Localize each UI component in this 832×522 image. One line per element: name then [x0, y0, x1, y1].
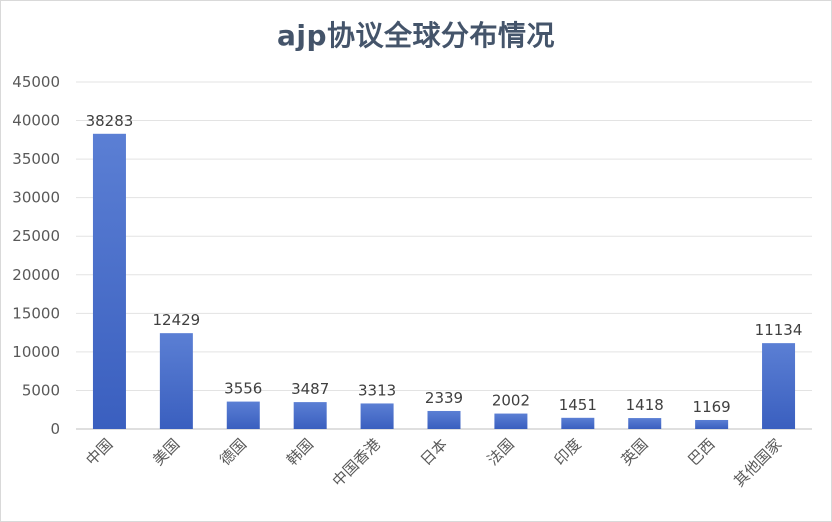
gridlines	[76, 81, 812, 430]
bar	[561, 417, 595, 429]
y-axis-ticks: 0 5000 10000 15000 20000 25000 30000 35000 40000…	[12, 73, 60, 438]
y-tick-label: 0	[50, 420, 60, 438]
x-category-label: 法国	[484, 435, 518, 469]
data-label: 38283	[86, 112, 134, 130]
data-label: 3313	[358, 381, 396, 399]
data-label: 3487	[291, 380, 329, 398]
y-tick-label: 15000	[12, 304, 60, 322]
data-label: 3556	[224, 380, 262, 398]
y-tick-label: 45000	[12, 73, 60, 91]
data-label: 1451	[559, 396, 597, 414]
data-label: 11134	[755, 321, 803, 339]
x-category-label: 巴西	[685, 435, 719, 469]
data-label: 1169	[693, 398, 731, 416]
x-category-label: 韩国	[283, 435, 317, 469]
x-category-label: 印度	[551, 435, 585, 469]
x-axis-labels: 中国 美国 德国 韩国 中国香港 日本 法国 印度 英国 巴西 其他国家	[82, 435, 785, 490]
chart-title: ajp协议全球分布情况	[276, 19, 556, 52]
x-category-label: 英国	[618, 435, 652, 469]
data-label: 2339	[425, 389, 463, 407]
data-label: 12429	[153, 311, 201, 329]
y-tick-label: 30000	[12, 189, 60, 207]
y-tick-label: 5000	[22, 381, 60, 399]
x-category-label: 其他国家	[730, 435, 785, 490]
y-tick-label: 25000	[12, 227, 60, 245]
bar	[92, 133, 126, 429]
bars	[92, 133, 796, 429]
y-tick-label: 40000	[12, 112, 60, 130]
bar	[360, 403, 394, 429]
bar	[762, 343, 796, 429]
bar	[293, 402, 327, 429]
y-tick-label: 20000	[12, 266, 60, 284]
bar	[628, 418, 662, 429]
y-tick-label: 10000	[12, 343, 60, 361]
x-category-label: 德国	[216, 435, 250, 469]
data-label: 2002	[492, 392, 530, 410]
x-category-label: 日本	[417, 435, 451, 469]
data-labels: 38283 12429 3556 3487 3313 2339 2002 1451 1418 11…	[86, 112, 803, 416]
x-category-label: 中国香港	[329, 435, 384, 490]
bar	[427, 410, 461, 429]
bar	[695, 419, 729, 429]
x-category-label: 美国	[149, 435, 183, 469]
bar	[494, 413, 528, 429]
bar	[159, 333, 193, 429]
bar	[226, 401, 260, 429]
data-label: 1418	[626, 396, 664, 414]
y-tick-label: 35000	[12, 150, 60, 168]
x-category-label: 中国	[82, 435, 116, 469]
